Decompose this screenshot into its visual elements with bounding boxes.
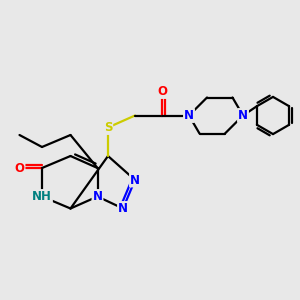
Text: S: S [104, 121, 112, 134]
Text: N: N [184, 109, 194, 122]
Text: O: O [14, 161, 25, 175]
Text: N: N [238, 109, 248, 122]
Text: N: N [92, 190, 103, 203]
Text: N: N [130, 173, 140, 187]
Text: O: O [157, 85, 167, 98]
Text: NH: NH [32, 190, 52, 203]
Text: N: N [118, 202, 128, 215]
